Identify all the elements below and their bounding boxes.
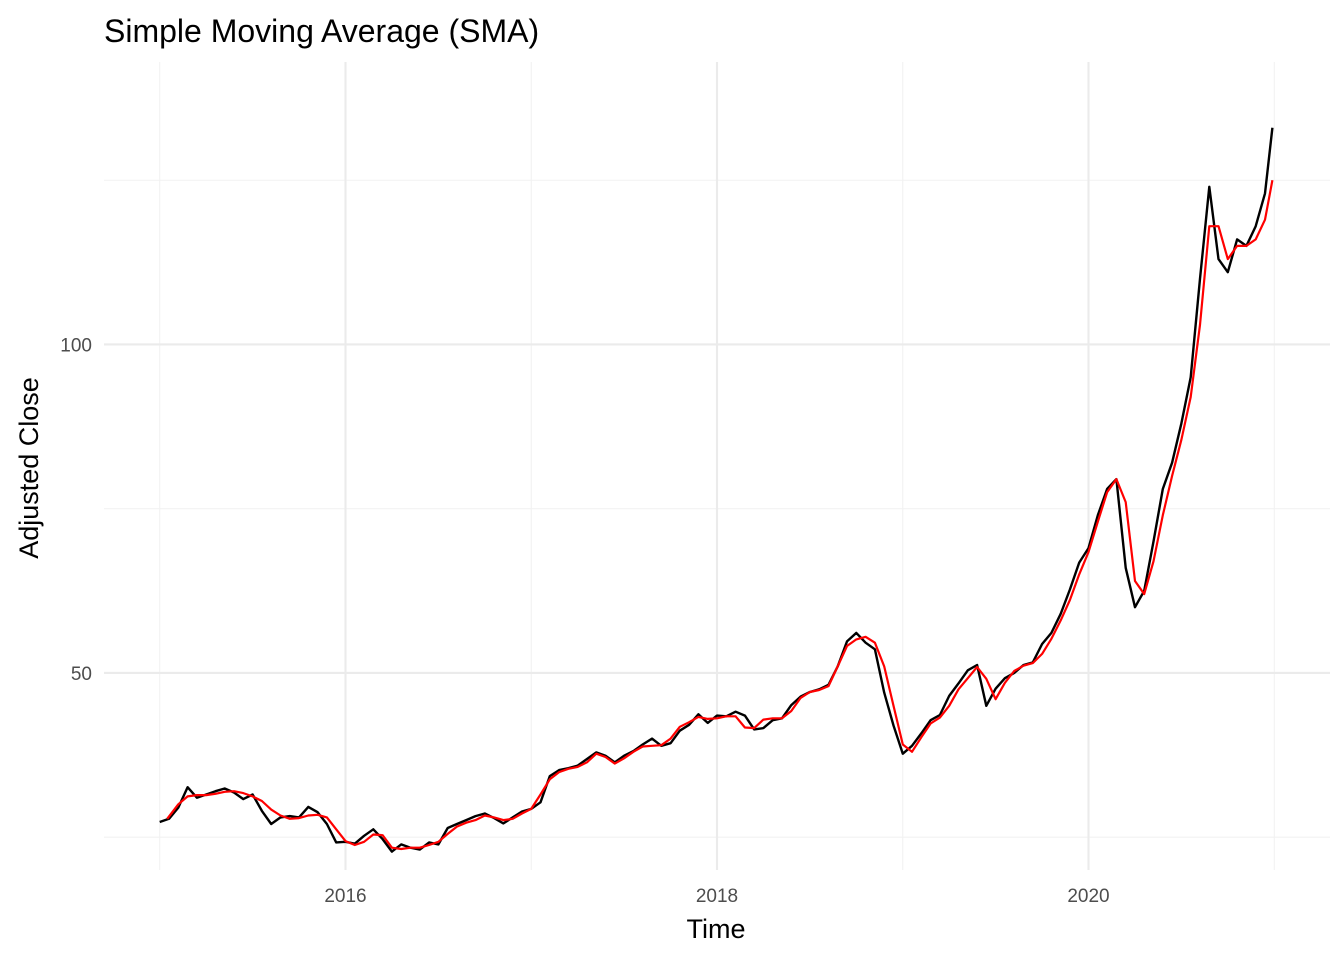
series-layer <box>159 127 1274 853</box>
x-axis-ticks: 2016 2018 2020 <box>324 886 1109 907</box>
y-tick-label: 50 <box>71 664 92 685</box>
x-tick-label: 2016 <box>324 886 366 907</box>
y-tick-label: 100 <box>60 335 92 356</box>
sma-series-line <box>166 179 1274 851</box>
y-axis-title: Adjusted Close <box>14 377 44 559</box>
major-gridlines <box>104 62 1330 870</box>
x-tick-label: 2018 <box>696 886 738 907</box>
y-axis-ticks: 50 100 <box>60 335 92 684</box>
chart-title: Simple Moving Average (SMA) <box>104 13 539 49</box>
x-axis-title: Time <box>687 914 746 944</box>
x-tick-label: 2020 <box>1067 886 1109 907</box>
